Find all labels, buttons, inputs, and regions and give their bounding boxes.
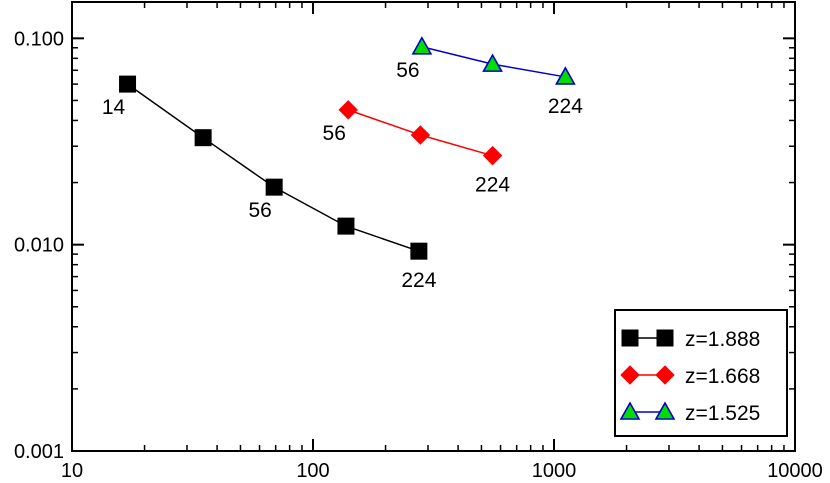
legend-marker bbox=[656, 329, 674, 347]
data-point-marker bbox=[338, 100, 358, 120]
data-point-marker bbox=[482, 145, 503, 166]
legend-item: z=1.525 bbox=[619, 401, 760, 425]
legend: z=1.888 z=1.668 z=1.525 bbox=[614, 309, 788, 437]
series-1: 56 224 bbox=[323, 100, 510, 197]
legend-label: z=1.525 bbox=[685, 402, 760, 425]
data-point-marker bbox=[337, 217, 355, 235]
data-point-marker bbox=[411, 36, 433, 55]
point-label: 56 bbox=[248, 199, 271, 222]
point-label: 224 bbox=[548, 95, 583, 118]
legend-marker bbox=[655, 365, 675, 385]
point-label: 224 bbox=[475, 174, 510, 197]
legend-item: z=1.888 bbox=[621, 328, 760, 351]
x-tick-label: 10000 bbox=[767, 460, 823, 482]
x-tick-label: 1000 bbox=[532, 460, 577, 482]
data-point-marker bbox=[410, 242, 428, 260]
y-tick-label: 0.001 bbox=[14, 441, 64, 463]
legend-label: z=1.888 bbox=[685, 328, 760, 351]
point-label: 224 bbox=[401, 269, 436, 292]
legend-marker bbox=[619, 401, 641, 420]
data-point-marker bbox=[194, 129, 212, 147]
data-point-marker bbox=[119, 75, 137, 93]
legend-marker bbox=[621, 329, 639, 347]
axis-ticks: 10 100 1000 10000 0.001 0.010 0.100 bbox=[14, 2, 823, 482]
legend-item: z=1.668 bbox=[620, 365, 760, 388]
y-tick-label: 0.100 bbox=[14, 28, 64, 50]
point-label: 56 bbox=[323, 122, 346, 145]
legend-marker bbox=[620, 365, 640, 385]
plot-frame bbox=[71, 1, 796, 452]
point-label: 14 bbox=[102, 96, 126, 119]
series-line bbox=[127, 83, 420, 252]
y-tick-label: 0.010 bbox=[14, 235, 64, 257]
data-point-marker bbox=[482, 53, 503, 72]
x-tick-label: 10 bbox=[61, 460, 83, 482]
data-point-marker bbox=[555, 66, 576, 85]
legend-box bbox=[614, 309, 788, 437]
point-label: 56 bbox=[396, 59, 419, 82]
x-tick-label: 100 bbox=[296, 460, 329, 482]
legend-marker bbox=[654, 401, 676, 420]
data-point-marker bbox=[265, 178, 283, 196]
series-0: 14 56 224 bbox=[102, 75, 437, 292]
legend-label: z=1.668 bbox=[685, 365, 760, 388]
series-layer: 14 56 224 56 224 56 224 bbox=[102, 36, 583, 292]
series-2: 56 224 bbox=[396, 36, 583, 118]
data-point-marker bbox=[410, 125, 431, 145]
